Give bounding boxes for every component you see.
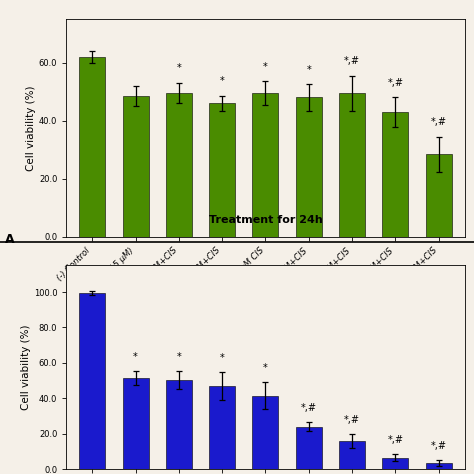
Text: *: * — [263, 62, 268, 72]
Text: *: * — [220, 76, 225, 86]
Bar — [383, 458, 408, 469]
Bar — [253, 396, 278, 469]
Bar — [166, 93, 192, 237]
Y-axis label: Cell viability (%): Cell viability (%) — [21, 325, 31, 410]
Text: *,#: *,# — [430, 441, 447, 451]
Bar — [296, 427, 322, 469]
Text: *: * — [263, 363, 268, 373]
Bar — [123, 378, 148, 469]
Bar — [123, 96, 148, 237]
Text: *,#: *,# — [344, 415, 360, 425]
Bar — [426, 463, 452, 469]
Bar — [79, 57, 105, 237]
Text: *: * — [220, 353, 225, 363]
Bar — [209, 386, 235, 469]
Bar — [166, 380, 192, 469]
Text: Treatment for 24h: Treatment for 24h — [209, 215, 322, 226]
Text: A: A — [5, 233, 14, 246]
Bar — [79, 293, 105, 469]
Text: *: * — [176, 352, 181, 362]
Bar — [296, 98, 322, 237]
Bar — [253, 93, 278, 237]
Bar — [383, 112, 408, 237]
Text: *: * — [133, 352, 138, 362]
Text: *: * — [306, 64, 311, 74]
Bar — [339, 441, 365, 469]
Text: *: * — [176, 63, 181, 73]
Text: *,#: *,# — [387, 78, 403, 88]
Text: *,#: *,# — [301, 403, 317, 413]
Text: *,#: *,# — [344, 56, 360, 66]
Bar — [209, 103, 235, 237]
Bar — [339, 93, 365, 237]
Text: *,#: *,# — [430, 117, 447, 127]
Y-axis label: Cell viability (%): Cell viability (%) — [26, 85, 36, 171]
Bar — [426, 154, 452, 237]
Text: *,#: *,# — [387, 435, 403, 445]
